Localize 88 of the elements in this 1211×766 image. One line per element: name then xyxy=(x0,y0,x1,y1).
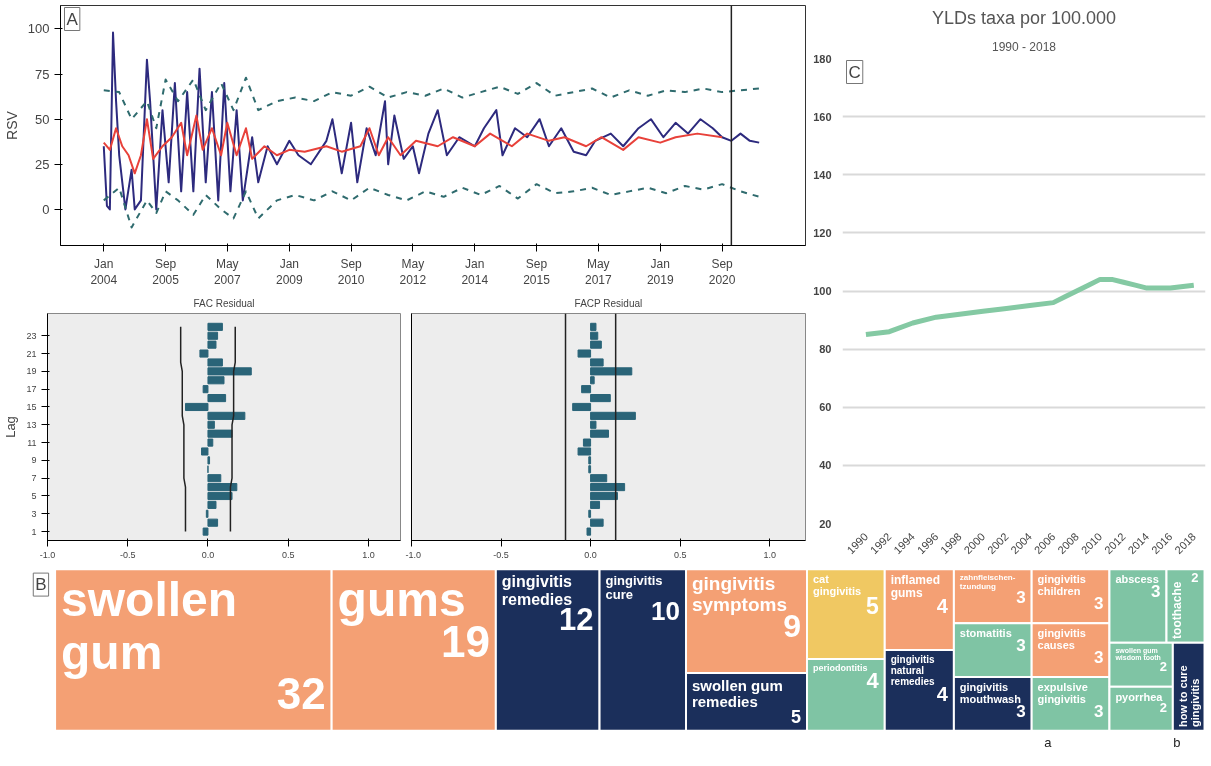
data-label: 3 xyxy=(1094,701,1104,721)
x-tick-label: Sep 2020 xyxy=(708,256,736,288)
data-label: 2 xyxy=(1191,570,1199,586)
category-label: swollen gum xyxy=(61,573,238,679)
y-tick-label: 75 xyxy=(35,66,50,82)
annotation: C xyxy=(848,62,861,82)
x-tick-label: 0.0 xyxy=(201,549,215,560)
x-tick-label: 0.0 xyxy=(584,549,597,560)
x-tick-label: Jan 2009 xyxy=(275,256,304,288)
line-series xyxy=(102,76,761,130)
y-tick-label: 140 xyxy=(813,168,832,181)
y-tick-label: 20 xyxy=(819,517,832,530)
y-tick-label: 7 xyxy=(31,473,37,484)
data-label: 5 xyxy=(866,593,880,620)
data-label: 3 xyxy=(1094,647,1104,667)
y-tick-label: 160 xyxy=(813,110,832,123)
y-axis-title: Lag xyxy=(3,416,19,438)
x-tick-label: -1.0 xyxy=(405,549,422,560)
category-label: how to cure gingivitis xyxy=(1176,665,1202,727)
y-tick-label: 0 xyxy=(42,201,50,217)
category-label: gingivitis causes xyxy=(1037,626,1086,651)
x-tick-label: Sep 2015 xyxy=(523,256,551,288)
category-label: periodontitis xyxy=(812,662,868,673)
line-series xyxy=(102,183,761,229)
y-tick-label: 80 xyxy=(819,343,832,356)
x-tick-label: 1.0 xyxy=(362,549,375,560)
chart-title: FAC Residual xyxy=(193,297,255,309)
x-tick-label: May 2007 xyxy=(213,256,241,288)
y-tick-label: 3 xyxy=(31,508,37,519)
x-tick-label: Jan 2004 xyxy=(90,256,118,288)
data-label: 4 xyxy=(866,667,880,693)
y-tick-label: 1 xyxy=(31,526,37,537)
data-label: 32 xyxy=(276,668,326,718)
line-series xyxy=(102,31,761,211)
x-tick-label: May 2012 xyxy=(399,256,427,288)
text: b xyxy=(1173,734,1181,750)
y-tick-label: 5 xyxy=(31,490,37,501)
chart-subtitle: 1990 - 2018 xyxy=(991,39,1057,54)
y-tick-label: 180 xyxy=(813,52,832,65)
text: a xyxy=(1044,734,1053,750)
category-label: gingivitis natural remedies xyxy=(890,653,936,687)
data-label: 3 xyxy=(1016,635,1026,655)
y-tick-label: 17 xyxy=(26,384,37,395)
x-tick-label: May 2017 xyxy=(584,256,612,288)
category-label: expulsive gingivitis xyxy=(1037,680,1088,705)
text: B xyxy=(35,575,47,595)
category-label: cat gingivitis xyxy=(812,573,862,598)
x-tick-label: -1.0 xyxy=(39,549,56,560)
x-tick-label: Jan 2014 xyxy=(461,256,489,288)
x-tick-label: 1.0 xyxy=(763,549,776,560)
category-label: gingivitis children xyxy=(1037,573,1086,598)
y-tick-label: 15 xyxy=(26,401,37,412)
x-tick-label: 0.5 xyxy=(673,549,687,560)
category-label: zahnfleischen-tzundung xyxy=(959,573,1016,591)
y-axis-title: RSV xyxy=(3,110,20,140)
category-label: stomatitis xyxy=(959,626,1012,639)
x-tick-label: Jan 2019 xyxy=(646,256,674,288)
data-label: 5 xyxy=(791,706,802,727)
chart-title: YLDs taxa por 100.000 xyxy=(931,7,1117,28)
x-tick-label: Sep 2005 xyxy=(152,256,180,288)
y-tick-label: 120 xyxy=(813,226,832,239)
y-tick-label: 25 xyxy=(35,156,50,172)
y-tick-label: 19 xyxy=(26,366,37,377)
x-tick-label: Sep 2010 xyxy=(337,256,365,288)
category-label: toothache xyxy=(1170,581,1185,639)
category-label: swollen gum xyxy=(691,676,783,694)
line-series xyxy=(102,114,724,175)
y-tick-label: 100 xyxy=(27,21,50,37)
y-tick-label: 50 xyxy=(35,111,50,127)
y-tick-label: 13 xyxy=(26,419,37,430)
category-label: remedies xyxy=(691,693,758,711)
chart-title: FACP Residual xyxy=(574,297,643,309)
category-label: pyorrhea xyxy=(1115,690,1164,703)
data-label: 4 xyxy=(936,682,949,705)
x-tick-label: -0.5 xyxy=(119,549,136,560)
y-tick-label: 23 xyxy=(26,330,37,341)
annotation: A xyxy=(66,9,79,29)
y-tick-label: 60 xyxy=(819,401,832,414)
x-tick-label: -0.5 xyxy=(493,549,509,560)
y-tick-label: 11 xyxy=(27,437,37,448)
data-label: 3 xyxy=(1094,594,1104,614)
y-tick-label: 100 xyxy=(813,285,832,297)
y-tick-label: 21 xyxy=(26,348,37,359)
data-label: 3 xyxy=(1016,587,1026,607)
y-tick-label: 9 xyxy=(31,455,37,466)
x-tick-label: 0.5 xyxy=(281,549,295,560)
y-tick-label: 40 xyxy=(819,459,832,472)
category-label: gingivitis mouthwash xyxy=(959,680,1022,705)
